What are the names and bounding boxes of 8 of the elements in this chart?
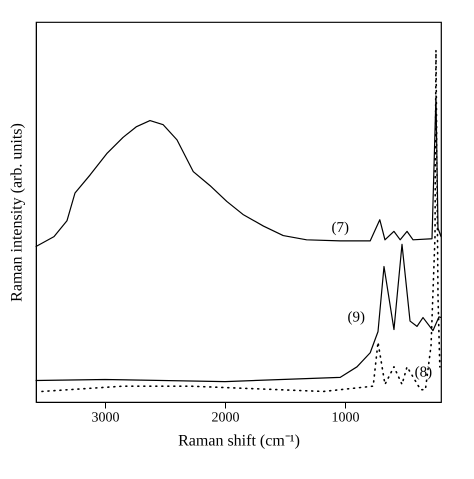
x-axis-title: Raman shift (cm⁻¹) — [178, 432, 300, 450]
x-tick-label: 1000 — [332, 410, 360, 426]
series-label: (9) — [347, 310, 365, 326]
x-tick-label: 2000 — [212, 410, 240, 426]
x-tick-label: 3000 — [92, 410, 120, 426]
series-label: (7) — [331, 220, 349, 236]
y-axis-title: Raman intensity (arb. units) — [8, 123, 26, 302]
series-label: (8) — [414, 364, 432, 381]
